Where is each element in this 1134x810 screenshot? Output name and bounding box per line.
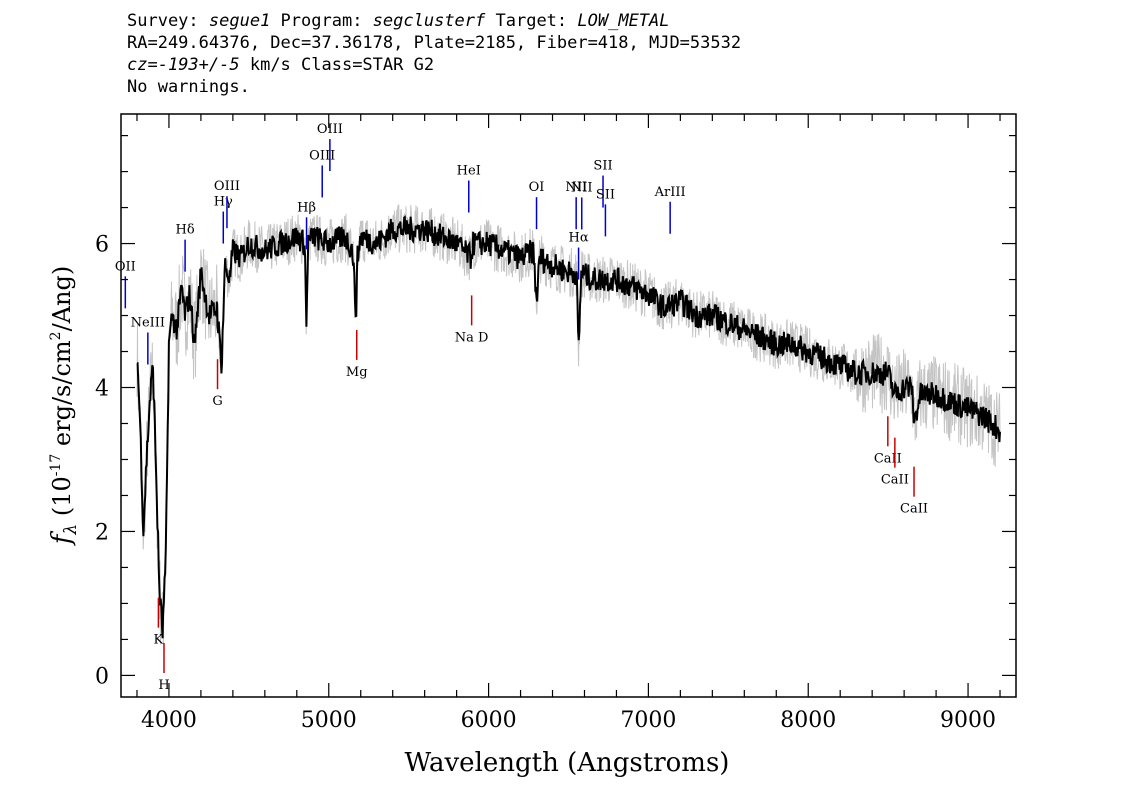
program-label: Program: bbox=[270, 11, 373, 31]
emission-line-label: OII bbox=[115, 259, 136, 274]
emission-line-label: OIII bbox=[317, 122, 343, 137]
emission-line-label: Hδ bbox=[176, 223, 195, 238]
y-tick-label: 0 bbox=[95, 664, 109, 689]
absorption-line-label: CaII bbox=[881, 473, 909, 488]
absorption-line-label: H bbox=[158, 678, 169, 693]
cz-label: cz= bbox=[127, 55, 158, 75]
x-tick-label: 7000 bbox=[620, 708, 676, 733]
program-value: segclusterf bbox=[372, 11, 486, 31]
emission-line-label: NeIII bbox=[131, 315, 165, 330]
header-line-warnings: No warnings. bbox=[127, 77, 250, 97]
emission-line-label: HeI bbox=[457, 164, 481, 179]
absorption-line-label: Na D bbox=[455, 330, 489, 345]
ylabel-exp2: 2 bbox=[48, 331, 64, 340]
target-value: LOW_METAL bbox=[577, 11, 670, 31]
cz-value: -193+/-5 bbox=[157, 55, 240, 75]
noise-trace bbox=[136, 204, 1001, 645]
absorption-line-label: K bbox=[154, 633, 164, 648]
emission-line-label: Hγ bbox=[214, 195, 233, 210]
absorption-line-label: CaII bbox=[900, 502, 928, 517]
emission-line-label: SII bbox=[593, 159, 612, 174]
x-tick-label: 5000 bbox=[301, 708, 357, 733]
emission-line-label: Hβ bbox=[297, 200, 316, 215]
header-line-survey: Survey: segue1 Program: segclusterf Targ… bbox=[127, 10, 741, 32]
ylabel-open: (10 bbox=[48, 476, 76, 524]
absorption-line-label: CaII bbox=[874, 451, 902, 466]
plot-frame bbox=[120, 113, 1017, 698]
spectrum-header: Survey: segue1 Program: segclusterf Targ… bbox=[127, 10, 741, 98]
emission-line-label: Hα bbox=[569, 231, 589, 246]
ylabel-close: /Ang) bbox=[48, 266, 76, 332]
noise-layer bbox=[136, 204, 1001, 645]
ylabel-mid: erg/s/cm bbox=[48, 340, 76, 454]
x-tick-label: 9000 bbox=[940, 708, 996, 733]
absorption-line-label: Mg bbox=[346, 365, 368, 380]
class-text: km/s Class=STAR G2 bbox=[239, 55, 435, 75]
emission-line-label: SII bbox=[596, 187, 615, 202]
header-line-coords: RA=249.64376, Dec=37.36178, Plate=2185, … bbox=[127, 33, 742, 53]
survey-label: Survey: bbox=[127, 11, 209, 31]
header-line-redshift: cz=-193+/-5 km/s Class=STAR G2 bbox=[127, 54, 741, 76]
y-tick-label: 4 bbox=[95, 377, 109, 402]
emission-line-label: OIII bbox=[309, 148, 335, 163]
survey-value: segue1 bbox=[208, 11, 271, 31]
emission-line-label: NII bbox=[565, 180, 587, 195]
x-tick-label: 8000 bbox=[780, 708, 836, 733]
y-tick-label: 2 bbox=[95, 520, 109, 545]
flux-trace bbox=[136, 215, 1001, 639]
y-tick-label: 6 bbox=[95, 233, 109, 258]
axis-ticks: 4000 5000 6000 7000 8000 9000 0 2 4 6 bbox=[95, 114, 1016, 733]
x-tick-label: 4000 bbox=[141, 708, 197, 733]
ylabel-sub: λ bbox=[61, 524, 81, 536]
x-axis-label: Wavelength (Angstroms) bbox=[405, 748, 730, 778]
absorption-line-label: G bbox=[212, 394, 222, 409]
target-label: Target: bbox=[485, 11, 578, 31]
y-axis-label: fλ (10-17 erg/s/cm2/Ang) bbox=[47, 266, 81, 546]
emission-line-label: ArIII bbox=[654, 185, 686, 200]
emission-line-label: OI bbox=[529, 180, 545, 195]
flux-layer bbox=[136, 215, 1001, 639]
x-tick-label: 6000 bbox=[461, 708, 517, 733]
ylabel-exp1: -17 bbox=[48, 454, 64, 477]
emission-line-label: OIII bbox=[214, 179, 240, 194]
emission-line-label: NII bbox=[571, 180, 593, 195]
